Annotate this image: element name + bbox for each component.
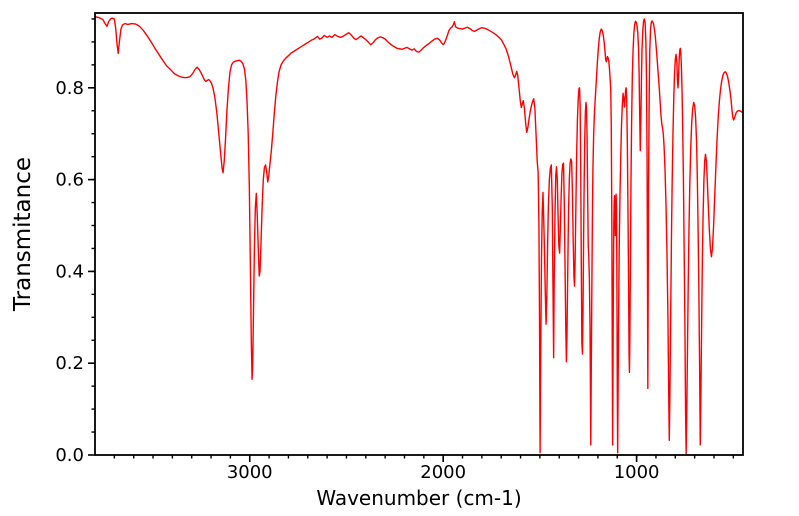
- y-axis-title: Transmitance: [10, 156, 36, 312]
- y-tick-label: 0.8: [55, 78, 84, 99]
- x-tick-label: 3000: [227, 462, 273, 483]
- y-tick-label: 0.6: [55, 170, 84, 191]
- y-tick-label: 0.4: [55, 261, 84, 282]
- y-tick-label: 0.0: [55, 445, 84, 466]
- x-tick-label: 2000: [420, 462, 466, 483]
- x-tick-label: 1000: [614, 462, 660, 483]
- spectrum-curve: [94, 15, 744, 455]
- y-tick-label: 0.2: [55, 353, 84, 374]
- x-axis-title: Wavenumber (cm-1): [316, 486, 522, 510]
- plot-frame: [94, 12, 744, 456]
